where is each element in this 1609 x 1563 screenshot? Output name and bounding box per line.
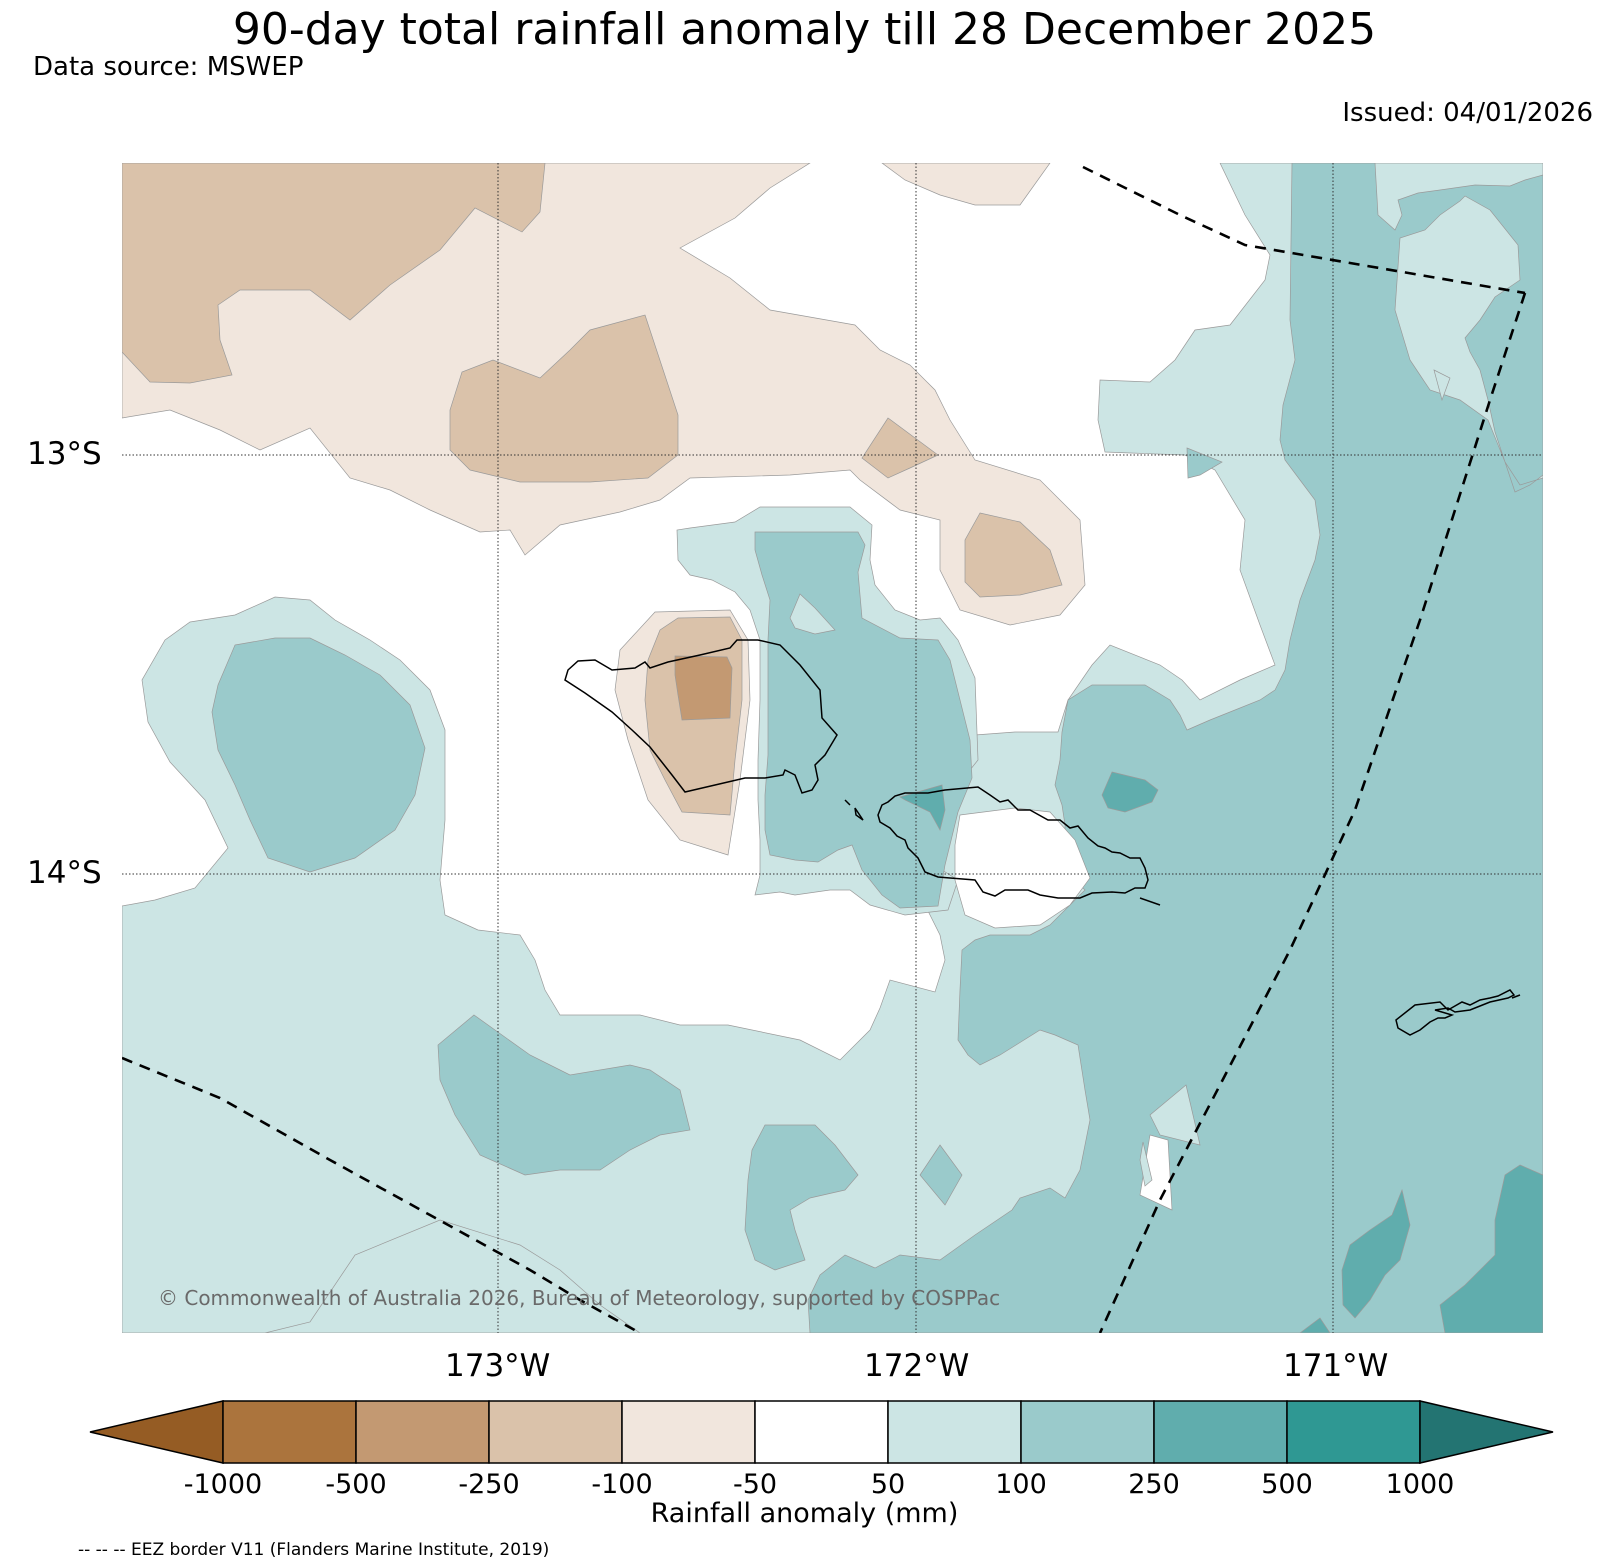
colorbar-segment: [488, 1400, 623, 1464]
colorbar: [89, 1400, 1554, 1464]
anomaly-region-wet: [744, 1124, 859, 1271]
colorbar-segment: [1286, 1400, 1421, 1464]
colorbar-segment: [1153, 1400, 1288, 1464]
colorbar-tick-label: -100: [591, 1469, 653, 1500]
longitude-label: 172°W: [864, 1348, 970, 1384]
anomaly-region-very-wet: [899, 784, 946, 831]
colorbar-tick-label: -50: [732, 1469, 778, 1500]
colorbar-segment: [1419, 1400, 1554, 1464]
colorbar-tick-label: 100: [995, 1469, 1047, 1500]
colorbar-tick-label: -250: [458, 1469, 520, 1500]
colorbar-tick-label: -1000: [183, 1469, 263, 1500]
colorbar-segment: [1020, 1400, 1155, 1464]
anomaly-region-neutral: [1149, 1084, 1201, 1146]
colorbar-segment: [355, 1400, 490, 1464]
colorbar-title: Rainfall anomaly (mm): [650, 1498, 959, 1529]
colorbar-segment: [887, 1400, 1022, 1464]
colorbar-tick-label: -500: [325, 1469, 387, 1500]
colorbar-tick-label: 1000: [1385, 1469, 1455, 1500]
longitude-label: 173°W: [445, 1348, 551, 1384]
anomaly-region-very-wet: [1299, 1317, 1331, 1333]
latitude-label: 13°S: [27, 436, 102, 472]
colorbar-tick-label: 50: [870, 1469, 906, 1500]
map-title: 90-day total rainfall anomaly till 28 De…: [232, 4, 1377, 55]
anomaly-region-neutral: [1139, 1141, 1153, 1187]
anomaly-region-wet: [211, 637, 426, 873]
issued-date-label: Issued: 04/01/2026: [1342, 98, 1593, 128]
longitude-label: 171°W: [1283, 1348, 1389, 1384]
anomaly-region-light-dry: [881, 163, 1051, 206]
anomaly-region-very-wet: [1439, 1164, 1543, 1333]
colorbar-segment: [754, 1400, 889, 1464]
anomaly-region-dry: [861, 417, 939, 479]
latitude-label: 14°S: [27, 855, 102, 891]
coastline: [564, 639, 1521, 1036]
colorbar-segment: [222, 1400, 357, 1464]
anomaly-region-dry: [964, 512, 1063, 598]
eez-border: [122, 165, 1527, 1333]
anomaly-region-neutral: [789, 593, 836, 635]
colorbar-segment: [621, 1400, 756, 1464]
colorbar-tick-label: 500: [1261, 1469, 1313, 1500]
anomaly-region-wet: [919, 1144, 963, 1206]
anomaly-region-very-dry: [674, 655, 733, 721]
anomaly-region-dry: [449, 314, 679, 483]
anomaly-region-dry: [122, 163, 546, 384]
colorbar-tick-label: 250: [1128, 1469, 1180, 1500]
colorbar-segment: [89, 1400, 224, 1464]
anomaly-region-very-wet: [1341, 1188, 1411, 1319]
anomaly-region-very-wet: [1101, 771, 1159, 813]
anomaly-region-neutral: [1433, 369, 1451, 402]
copyright-notice: © Commonwealth of Australia 2026, Bureau…: [158, 1286, 1001, 1310]
eez-legend-note: -- -- -- EEZ border V11 (Flanders Marine…: [78, 1540, 550, 1560]
data-source-label: Data source: MSWEP: [33, 52, 304, 82]
anomaly-region-wet: [807, 163, 1543, 1333]
anomaly-region-wet: [1186, 447, 1223, 479]
graticule: [122, 163, 1543, 1333]
anomaly-region-wet: [437, 1014, 691, 1176]
